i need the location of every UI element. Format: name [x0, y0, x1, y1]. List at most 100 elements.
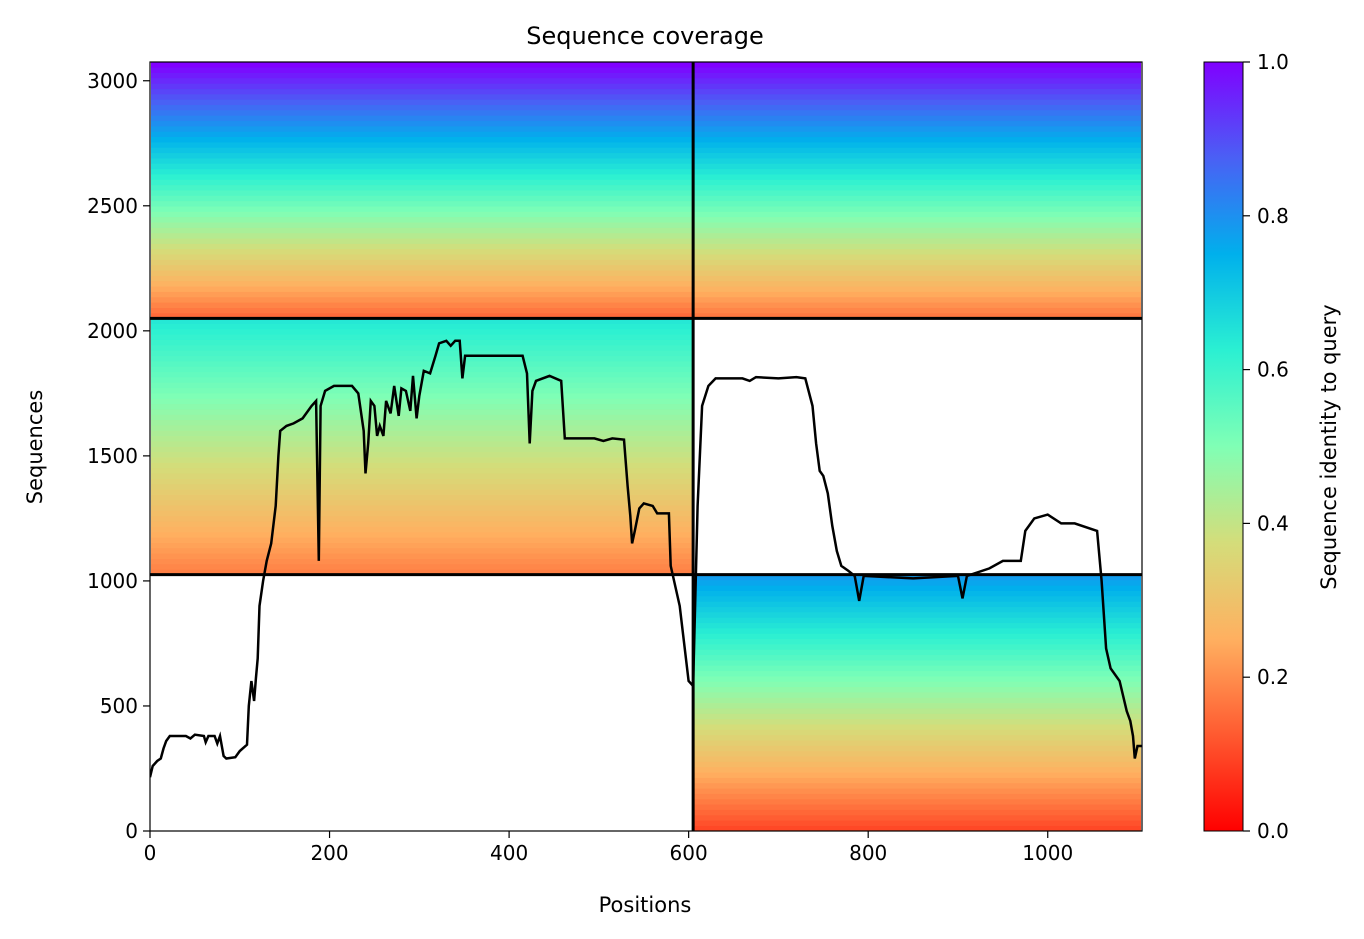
coverage-band — [151, 472, 693, 479]
coverage-band — [151, 414, 693, 421]
coverage-band — [151, 221, 693, 228]
coverage-band — [694, 104, 1141, 111]
coverage-band — [151, 264, 693, 271]
coverage-band — [694, 120, 1141, 127]
coverage-band — [694, 755, 1141, 762]
coverage-band — [694, 269, 1141, 276]
y-tick-label: 0 — [125, 819, 138, 843]
coverage-band — [151, 109, 693, 116]
colorbar-tick-label: 1.0 — [1257, 50, 1289, 74]
coverage-band — [694, 200, 1141, 207]
coverage-band — [694, 739, 1141, 746]
coverage-band — [694, 590, 1141, 597]
coverage-band — [151, 515, 693, 522]
coverage-band — [694, 617, 1141, 624]
coverage-band — [694, 168, 1141, 175]
coverage-band — [151, 318, 693, 324]
coverage-band — [694, 723, 1141, 730]
coverage-band — [151, 152, 693, 159]
coverage-band — [151, 275, 693, 282]
coverage-band — [694, 595, 1141, 602]
coverage-band — [151, 360, 693, 367]
coverage-band — [694, 184, 1141, 191]
coverage-band — [151, 227, 693, 234]
coverage-band — [151, 542, 693, 549]
x-tick-label: 600 — [670, 841, 708, 865]
coverage-band — [151, 510, 693, 517]
coverage-band — [151, 483, 693, 490]
coverage-band — [694, 280, 1141, 287]
coverage-band — [151, 387, 693, 394]
coverage-band — [151, 488, 693, 495]
coverage-band — [151, 451, 693, 458]
coverage-band — [694, 83, 1141, 90]
coverage-band — [151, 334, 693, 340]
coverage-band — [694, 707, 1141, 714]
coverage-band — [694, 761, 1141, 768]
coverage-band — [694, 216, 1141, 223]
coverage-band — [694, 691, 1141, 698]
coverage-band — [694, 312, 1141, 319]
coverage-band — [694, 285, 1141, 292]
coverage-band — [151, 456, 693, 463]
coverage-band — [694, 601, 1141, 608]
coverage-heatmap — [151, 62, 1141, 831]
coverage-band — [694, 131, 1141, 138]
coverage-band — [694, 152, 1141, 159]
coverage-band — [694, 745, 1141, 752]
coverage-band — [694, 627, 1141, 634]
coverage-band — [151, 195, 693, 202]
coverage-band — [694, 750, 1141, 757]
coverage-band — [694, 782, 1141, 789]
coverage-band — [694, 227, 1141, 234]
coverage-band — [151, 398, 693, 405]
coverage-band — [694, 237, 1141, 244]
coverage-band — [151, 291, 693, 298]
coverage-band — [694, 809, 1141, 816]
coverage-band — [151, 446, 693, 453]
coverage-band — [694, 702, 1141, 709]
coverage-band — [694, 72, 1141, 79]
colorbar-label: Sequence identity to query — [1317, 304, 1341, 589]
coverage-band — [694, 787, 1141, 794]
coverage-band — [151, 72, 693, 79]
coverage-band — [151, 77, 693, 84]
coverage-band — [151, 494, 693, 501]
coverage-band — [694, 136, 1141, 143]
y-tick-label: 1000 — [87, 569, 138, 593]
x-tick-label: 1000 — [1022, 841, 1073, 865]
colorbar-tick-label: 0.6 — [1257, 358, 1289, 382]
coverage-band — [151, 269, 693, 276]
coverage-band — [694, 88, 1141, 95]
coverage-band — [151, 312, 693, 319]
coverage-band — [151, 104, 693, 111]
coverage-band — [694, 579, 1141, 586]
coverage-band — [151, 296, 693, 303]
coverage-band — [694, 681, 1141, 688]
coverage-band — [694, 62, 1141, 68]
coverage-band — [694, 141, 1141, 148]
x-tick-label: 0 — [144, 841, 157, 865]
coverage-band — [151, 184, 693, 191]
coverage-band — [151, 366, 693, 373]
coverage-band — [694, 611, 1141, 618]
coverage-block-4 — [694, 574, 1141, 831]
coverage-band — [694, 820, 1141, 826]
coverage-band — [151, 531, 693, 538]
coverage-band — [694, 205, 1141, 212]
chart-title: Sequence coverage — [526, 22, 763, 50]
colorbar-ticks: 0.0 0.2 0.4 0.6 0.8 1.0 — [1243, 50, 1289, 843]
coverage-band — [694, 734, 1141, 741]
coverage-band — [151, 440, 693, 447]
coverage-band — [694, 115, 1141, 122]
colorbar — [1203, 61, 1244, 832]
coverage-band — [694, 221, 1141, 228]
coverage-band — [694, 243, 1141, 250]
coverage-band — [151, 259, 693, 266]
colorbar-tick-label: 0.2 — [1257, 665, 1289, 689]
coverage-band — [151, 307, 693, 314]
coverage-band — [694, 296, 1141, 303]
coverage-band — [694, 825, 1141, 831]
coverage-band — [151, 302, 693, 308]
coverage-band — [151, 115, 693, 122]
